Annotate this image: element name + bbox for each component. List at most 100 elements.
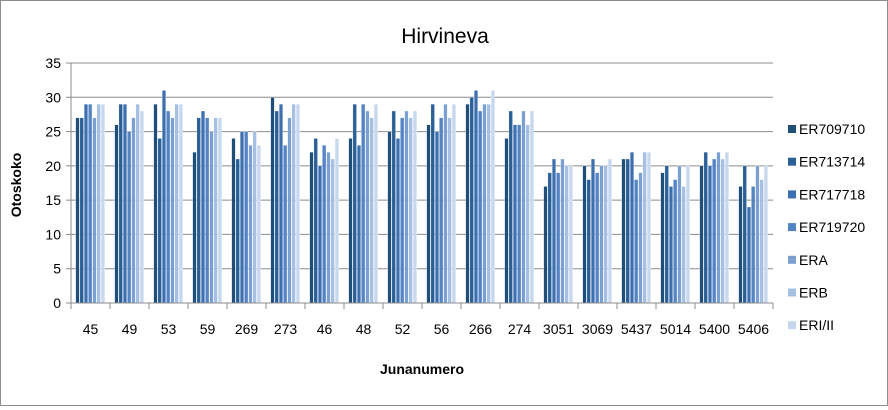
- bar: [513, 124, 517, 304]
- bar: [547, 172, 552, 304]
- bar: [270, 97, 275, 304]
- bar: [239, 131, 244, 304]
- bar: [170, 117, 175, 304]
- bar: [334, 138, 339, 304]
- bar: [759, 179, 764, 304]
- bar: [408, 117, 413, 304]
- bar: [361, 103, 366, 304]
- bar: [543, 186, 548, 304]
- x-tick-label: 56: [434, 321, 450, 337]
- bar: [763, 165, 768, 304]
- bar: [252, 131, 257, 304]
- bar: [508, 110, 513, 304]
- bar: [192, 151, 197, 304]
- bar: [209, 131, 214, 304]
- bar: [591, 158, 595, 304]
- bar: [673, 179, 678, 304]
- bar: [84, 103, 88, 304]
- bar: [75, 117, 80, 304]
- bar: [235, 158, 240, 304]
- x-tick-label: 273: [274, 321, 298, 337]
- bar: [412, 110, 417, 304]
- bar: [114, 124, 119, 304]
- bar: [135, 103, 140, 304]
- bar: [451, 103, 456, 304]
- bar: [352, 103, 357, 304]
- bar: [88, 103, 93, 304]
- x-tick-label: 5437: [621, 321, 652, 337]
- bar: [742, 165, 747, 304]
- bar: [586, 179, 591, 304]
- bar: [568, 165, 573, 304]
- bar: [322, 145, 327, 304]
- bar: [291, 103, 296, 304]
- x-tick-label: 5400: [699, 321, 730, 337]
- bar: [404, 110, 409, 304]
- bar: [599, 165, 604, 304]
- legend-label: ER719720: [799, 219, 865, 235]
- bar: [447, 117, 452, 304]
- y-tick-label: 25: [45, 124, 61, 140]
- bar: [213, 117, 218, 304]
- legend-label: ERI/II: [799, 317, 834, 333]
- bar: [699, 165, 704, 304]
- x-tick-label: 46: [317, 321, 333, 337]
- bar: [625, 158, 630, 304]
- bar: [313, 138, 318, 304]
- bar: [490, 90, 495, 304]
- y-tick-label: 30: [45, 89, 61, 105]
- bar: [669, 186, 673, 304]
- bar: [755, 165, 760, 304]
- gridlines: [71, 62, 773, 270]
- bar: [482, 103, 487, 304]
- bar: [473, 90, 478, 304]
- bar: [556, 172, 561, 304]
- bar: [369, 117, 374, 304]
- y-tick-label: 5: [53, 261, 61, 277]
- bar: [348, 138, 353, 304]
- bar: [607, 158, 612, 304]
- bar: [174, 103, 179, 304]
- x-tick-label: 59: [200, 321, 216, 337]
- bar: [517, 124, 522, 304]
- bar: [564, 165, 569, 304]
- bar: [521, 110, 526, 304]
- bar: [504, 138, 509, 304]
- bar: [685, 165, 690, 304]
- legend-swatch: [788, 255, 796, 264]
- legend-swatch: [788, 223, 796, 232]
- legend-swatch: [788, 125, 796, 133]
- bar: [720, 158, 725, 304]
- bar: [118, 103, 123, 304]
- bar: [400, 117, 405, 304]
- x-tick-label: 45: [83, 321, 99, 337]
- x-tick-label: 266: [469, 321, 493, 337]
- x-tick-label: 274: [508, 321, 532, 337]
- bar: [434, 131, 439, 304]
- bar: [478, 110, 483, 304]
- bar: [603, 165, 608, 304]
- legend-swatch: [788, 190, 796, 199]
- x-tick-label: 3051: [543, 321, 574, 337]
- bar: [621, 158, 626, 304]
- bar: [92, 117, 97, 304]
- bar: [642, 151, 647, 304]
- bar: [751, 186, 756, 304]
- bar: [244, 131, 249, 304]
- bar: [373, 103, 378, 304]
- bar: [681, 186, 686, 304]
- bar: [708, 165, 712, 304]
- bar: [283, 145, 288, 304]
- y-axis-label: Otoskoko: [8, 153, 24, 218]
- bar: [395, 138, 400, 304]
- bar: [365, 110, 370, 304]
- x-tick-label: 5014: [660, 321, 691, 337]
- y-tick-label: 20: [45, 158, 61, 174]
- bar: [738, 186, 743, 304]
- bar: [248, 145, 253, 304]
- bar: [217, 117, 222, 304]
- legend-swatch: [788, 321, 796, 330]
- bar: [443, 103, 448, 304]
